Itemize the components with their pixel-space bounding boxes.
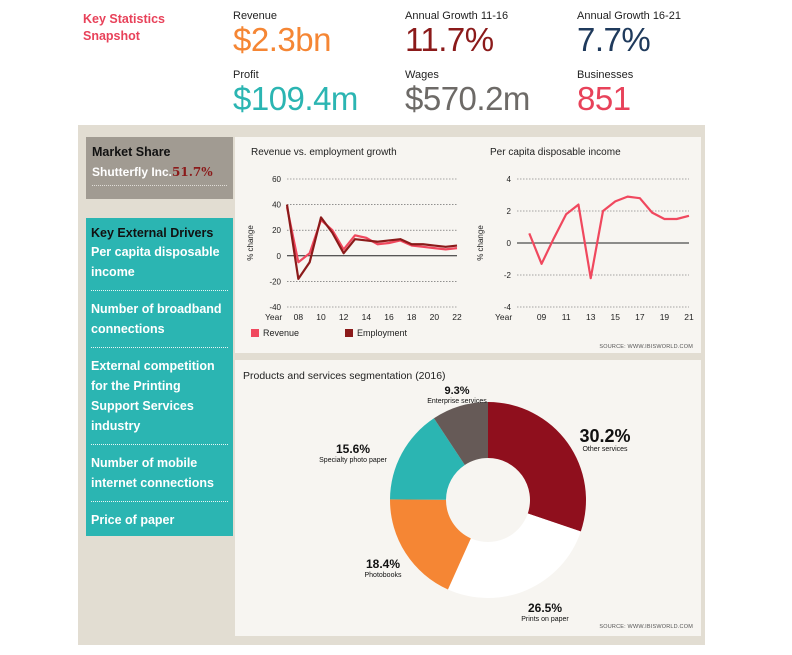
donut-pct-label: 9.3%: [444, 385, 469, 397]
chart2-y-tick-label: -2: [504, 271, 512, 280]
chart1-x-tick-label: 08: [294, 312, 304, 322]
chart1-x-tick-label: 14: [362, 312, 372, 322]
driver-item: External competition for the Printing Su…: [91, 354, 228, 445]
kpi-revenue: Revenue $2.3bn: [233, 10, 331, 58]
source-top: SOURCE: WWW.IBISWORLD.COM: [599, 344, 693, 350]
legend-revenue-swatch: [251, 329, 259, 337]
kpi-growth-11-16-label: Annual Growth 11-16: [405, 10, 509, 22]
kpi-growth-16-21: Annual Growth 16-21 7.7%: [577, 10, 681, 58]
segmentation-title-wrap: Products and services segmentation (2016…: [243, 370, 446, 382]
donut-slice-label: Other services: [582, 446, 628, 453]
kpi-revenue-label: Revenue: [233, 10, 278, 22]
legend-revenue-label: Revenue: [263, 328, 299, 338]
donut-slice-label: Prints on paper: [521, 616, 569, 623]
kpi-growth-11-16-value: 11.7%: [405, 21, 494, 58]
segmentation-card: Products and services segmentation (2016…: [235, 360, 701, 636]
kpi-businesses: Businesses 851: [577, 69, 633, 117]
chart2-y-tick-label: 2: [507, 207, 512, 216]
chart2-y-tick-label: 4: [507, 175, 512, 184]
donut-svg: 30.2%Other services 26.5%Prints on paper 1…: [319, 385, 630, 623]
market-share-box: Market Share Shutterfly Inc.51.7%: [86, 137, 233, 199]
chart1-y-tick-label: 60: [272, 175, 281, 184]
market-share-company: Shutterfly Inc.: [92, 165, 173, 179]
donut-slice-label: Specialty photo paper: [319, 457, 387, 464]
chart1-y-tick-label: 40: [272, 201, 281, 210]
kpi-growth-16-21-value: 7.7%: [577, 21, 651, 58]
chart1-x-tick-label: 20: [430, 312, 440, 322]
chart2-x-tick-label: 19: [660, 312, 670, 322]
kpi-revenue-value: $2.3bn: [233, 21, 331, 58]
chart1-y-tick-label: -20: [269, 277, 281, 286]
chart2-x-tick-label: 21: [684, 312, 694, 322]
donut-slice: [390, 499, 471, 590]
donut-pct-label: 30.2%: [579, 426, 630, 446]
donut-pct-label: 15.6%: [336, 442, 370, 456]
donut-slice-label: Enterprise services: [427, 398, 487, 405]
driver-item: Number of broadband connections: [91, 297, 228, 348]
legend-employment-swatch: [345, 329, 353, 337]
chart2-x-tick-label: 17: [635, 312, 645, 322]
legend-employment-label: Employment: [357, 328, 408, 338]
chart1-series-line: [285, 204, 458, 280]
donut-slice: [488, 402, 586, 532]
donut-slice-label: Photobooks: [365, 572, 402, 579]
chart1-x-axis-title: Year: [265, 312, 282, 322]
donut-slice: [447, 513, 581, 598]
chart1-legend: Revenue Employment: [251, 328, 408, 338]
chart1-x-tick-label: 10: [316, 312, 326, 322]
driver-item: Price of paper: [91, 513, 175, 527]
chart2-y-axis-title: % change: [476, 225, 485, 261]
donut-slice: [390, 418, 465, 500]
donut-pct-label: 18.4%: [366, 557, 400, 571]
market-share-title: Market Share: [92, 145, 171, 159]
chart2-title: Per capita disposable income: [490, 147, 621, 158]
kpi-businesses-value: 851: [577, 80, 631, 117]
kpi-businesses-label: Businesses: [577, 69, 634, 81]
market-share-line: Shutterfly Inc.51.7%: [92, 165, 227, 186]
chart2-x-tick-label: 09: [537, 312, 547, 322]
kpi-profit-label: Profit: [233, 69, 259, 81]
market-share-pct: 51.7%: [172, 165, 213, 179]
chart1-y-tick-label: 0: [277, 252, 282, 261]
chart2-series-line: [528, 195, 690, 280]
donut-pct-label: 26.5%: [528, 601, 562, 615]
segmentation-title: Products and services segmentation: [243, 370, 413, 382]
chart2-x-axis-title: Year: [495, 312, 512, 322]
key-drivers-title: Key External Drivers: [91, 226, 214, 240]
chart1-x-tick-label: 22: [452, 312, 462, 322]
driver-item: Number of mobile internet connections: [91, 451, 228, 502]
kpi-profit-value: $109.4m: [233, 80, 358, 117]
line-charts-card: Revenue vs. employment growth Per capita…: [235, 137, 701, 353]
chart1-title: Revenue vs. employment growth: [251, 147, 397, 158]
chart1-x-tick-label: 16: [384, 312, 394, 322]
snapshot-title: Key Statistics Snapshot: [83, 12, 165, 43]
segmentation-year: (2016): [415, 370, 446, 382]
source-bottom: SOURCE: WWW.IBISWORLD.COM: [599, 624, 693, 630]
chart2-x-tick-label: 13: [586, 312, 596, 322]
key-drivers-box: Key External Drivers Per capita disposab…: [86, 218, 233, 536]
chart1-x-tick-label: 12: [339, 312, 349, 322]
chart1-x-tick-label: 18: [407, 312, 417, 322]
chart2-y-tick-label: -4: [504, 303, 512, 312]
kpi-profit: Profit $109.4m: [233, 69, 358, 117]
kpi-wages: Wages $570.2m: [405, 69, 530, 117]
donut-slice: [433, 402, 488, 465]
chart2-x-tick-label: 15: [611, 312, 621, 322]
chart1-y-axis-title: % change: [246, 225, 255, 261]
kpi-growth-11-16: Annual Growth 11-16 11.7%: [405, 10, 508, 58]
kpi-wages-value: $570.2m: [405, 80, 530, 117]
kpi-growth-16-21-label: Annual Growth 16-21: [577, 10, 681, 22]
kpi-wages-label: Wages: [405, 69, 439, 81]
chart1-y-tick-label: 20: [272, 226, 281, 235]
chart2-x-tick-label: 11: [562, 312, 571, 322]
chart2-y-tick-label: 0: [507, 239, 512, 248]
chart1-y-tick-label: -40: [269, 303, 281, 312]
driver-item: Per capita disposable income: [91, 240, 228, 291]
